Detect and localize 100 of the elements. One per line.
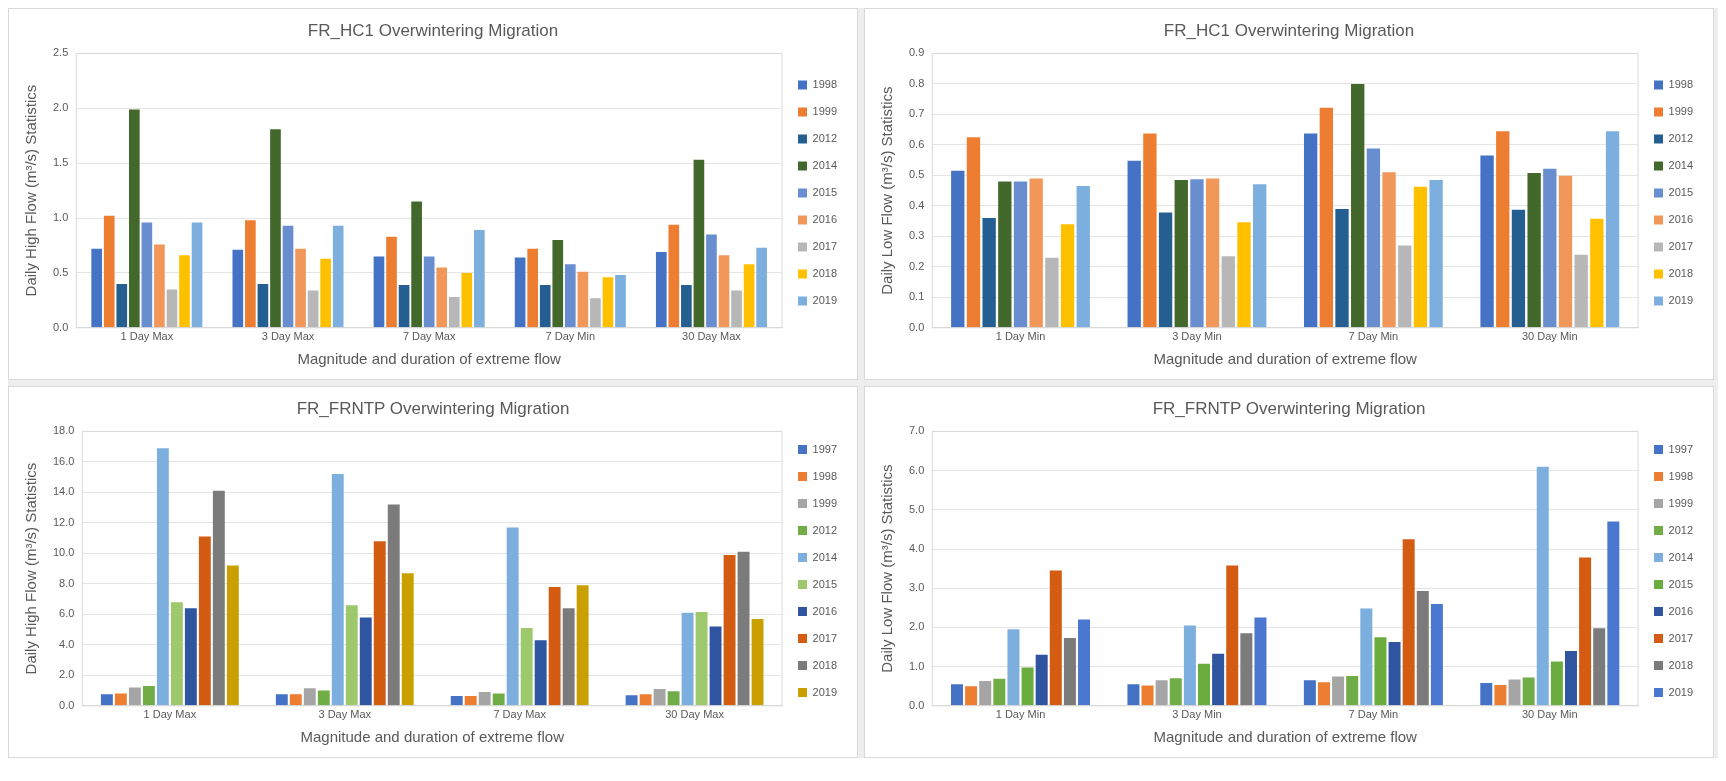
- bar: [576, 585, 589, 706]
- bar: [1558, 175, 1573, 328]
- bar: [681, 284, 692, 328]
- bar: [1237, 222, 1251, 328]
- y-tick-label: 0.7: [908, 107, 925, 120]
- y-axis-title: Daily Low Flow (m³/s) Statistics: [878, 86, 896, 295]
- bar: [693, 159, 705, 328]
- bar: [539, 284, 551, 328]
- bar: [1049, 570, 1062, 706]
- legend-label: 2015: [812, 186, 838, 199]
- y-tick-label: 0.4: [908, 198, 925, 211]
- bar: [966, 137, 981, 328]
- bar: [1508, 679, 1521, 706]
- legend-label: 2016: [1668, 604, 1694, 617]
- bar: [184, 608, 197, 706]
- x-tick-label: 1 Day Max: [120, 330, 174, 343]
- bar: [706, 234, 717, 328]
- bar: [1496, 131, 1510, 328]
- bar: [979, 681, 992, 706]
- y-tick-label: 4.0: [59, 637, 75, 650]
- bar: [1240, 633, 1253, 706]
- y-tick-label: 1.0: [52, 211, 69, 224]
- x-axis-title: Magnitude and duration of extreme flow: [1153, 350, 1418, 368]
- bar: [998, 181, 1012, 328]
- bar: [128, 687, 141, 706]
- bar: [464, 695, 477, 706]
- legend-label: 2014: [1668, 550, 1694, 563]
- y-tick-label: 3.0: [908, 581, 925, 594]
- bar: [982, 218, 996, 328]
- y-axis-title: Daily High Flow (m³/s) Statistics: [22, 84, 40, 297]
- legend-label: 2017: [1668, 240, 1694, 253]
- bar: [1382, 172, 1396, 328]
- y-tick-label: 0.0: [908, 320, 925, 333]
- bar: [577, 271, 589, 328]
- legend-label: 2018: [812, 267, 838, 280]
- bar: [450, 695, 463, 706]
- legend-label: 2014: [812, 550, 838, 563]
- legend-label: 2017: [812, 240, 838, 253]
- y-axis-title: Daily Low Flow (m³/s) Statistics: [878, 464, 896, 673]
- bar: [520, 628, 533, 706]
- y-tick-label: 0.8: [908, 76, 925, 89]
- bar: [1522, 677, 1535, 706]
- bar: [950, 684, 963, 706]
- y-tick-label: 6.0: [59, 607, 75, 620]
- bar: [212, 490, 225, 706]
- bar: [1494, 685, 1507, 706]
- bar: [993, 678, 1006, 706]
- legend-label: 1998: [812, 78, 838, 91]
- bar: [506, 527, 519, 706]
- legend-label: 2012: [812, 523, 838, 536]
- x-tick-label: 1 Day Min: [995, 330, 1046, 343]
- bar: [668, 224, 680, 328]
- bar: [345, 605, 358, 706]
- bar: [1590, 218, 1604, 328]
- bar: [1579, 557, 1592, 706]
- bar: [1360, 608, 1373, 706]
- bar: [317, 690, 330, 706]
- y-tick-label: 2.0: [908, 620, 925, 633]
- y-tick-label: 12.0: [52, 515, 75, 528]
- bar: [731, 290, 742, 328]
- y-tick-label: 2.0: [59, 668, 75, 681]
- bar: [401, 573, 414, 706]
- bar: [1254, 617, 1267, 706]
- bar: [423, 256, 435, 328]
- y-tick-label: 5.0: [908, 502, 925, 515]
- bar: [1226, 565, 1239, 706]
- bar: [474, 230, 485, 328]
- x-axis-title: Magnitude and duration of extreme flow: [297, 350, 562, 368]
- bar: [590, 298, 601, 328]
- legend-label: 2017: [812, 631, 838, 644]
- bar: [1127, 160, 1141, 328]
- bar: [100, 694, 113, 706]
- bar: [257, 283, 269, 328]
- x-tick-label: 1 Day Min: [995, 708, 1046, 721]
- legend-label: 2015: [1668, 186, 1694, 199]
- bar: [1141, 685, 1154, 706]
- legend-label: 2015: [1668, 577, 1694, 590]
- bar: [534, 640, 547, 706]
- bar: [1536, 466, 1549, 706]
- y-tick-label: 0.6: [908, 137, 925, 150]
- bar: [141, 222, 153, 328]
- chart-title: FR_HC1 Overwintering Migration: [307, 20, 559, 40]
- bar: [359, 617, 372, 706]
- bar: [1021, 667, 1034, 706]
- bar: [667, 691, 680, 706]
- bar: [602, 277, 614, 328]
- bar: [718, 255, 730, 328]
- bar: [1429, 179, 1443, 328]
- bar: [245, 220, 256, 328]
- bar: [1416, 590, 1429, 706]
- legend-label: 1998: [812, 469, 838, 482]
- bar: [1205, 178, 1220, 328]
- legend-label: 2019: [812, 294, 838, 307]
- bar: [461, 272, 473, 328]
- bar: [1158, 212, 1173, 328]
- bar: [1198, 663, 1210, 706]
- x-tick-label: 3 Day Max: [318, 708, 372, 721]
- legend-label: 2012: [1668, 523, 1694, 536]
- bar: [1317, 682, 1330, 706]
- legend-label: 2018: [1668, 658, 1694, 671]
